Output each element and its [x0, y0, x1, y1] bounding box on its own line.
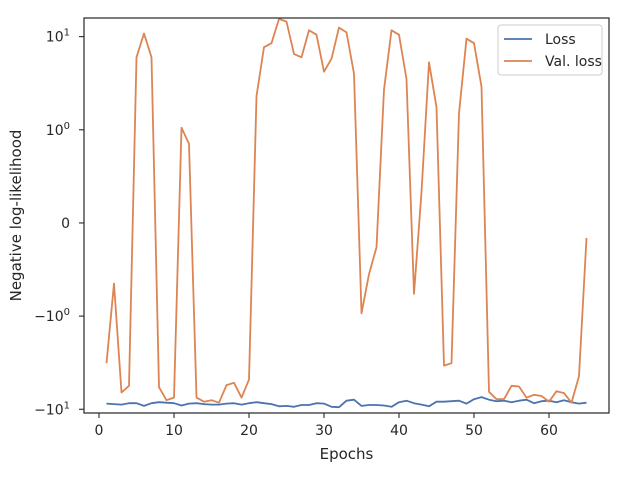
x-tick-label: 40: [390, 423, 408, 439]
y-tick-label: 0: [61, 216, 70, 232]
plot-frame: [83, 17, 610, 414]
series-line-loss: [106, 396, 587, 409]
x-tick-label: 30: [315, 423, 333, 439]
y-axis-label: Negative log-likelihood: [7, 130, 25, 302]
y-tick-label: 101: [46, 28, 70, 46]
legend: Loss Val. loss: [497, 24, 603, 76]
x-tick-label: 50: [465, 423, 483, 439]
y-tick-label: −101: [34, 400, 70, 418]
x-tick-label: 10: [165, 423, 183, 439]
y-tick-label: −100: [34, 307, 70, 325]
legend-entry-label: Loss: [545, 32, 576, 48]
x-tick-label: 20: [240, 423, 258, 439]
legend-box: [497, 24, 603, 76]
plot-lines: [105, 17, 588, 409]
y-axis: 101 100 0 −100 −101: [34, 28, 84, 418]
series-line-val-loss: [105, 17, 588, 404]
y-tick-label: 100: [46, 121, 70, 139]
axes-frame: [83, 17, 610, 414]
x-axis: 0 10 20 30 40 50 60: [95, 413, 558, 439]
x-tick-label: 0: [95, 423, 104, 439]
legend-entry-label: Val. loss: [545, 54, 602, 70]
x-axis-label: Epochs: [320, 445, 374, 463]
x-tick-label: 60: [540, 423, 558, 439]
